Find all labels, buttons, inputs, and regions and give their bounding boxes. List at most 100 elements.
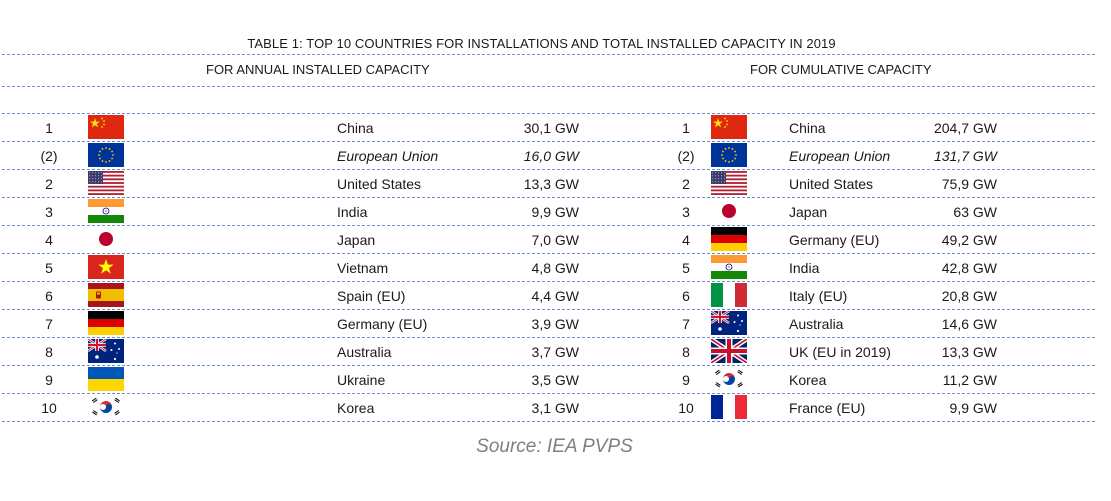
annual-rank: 7 — [45, 316, 53, 332]
table-row: 10 Korea 3,1 GW 10 France (EU) 9,9 GW — [0, 394, 1111, 422]
annual-rank: 4 — [45, 232, 53, 248]
annual-country: Ukraine — [337, 372, 386, 388]
italy-flag-icon — [711, 283, 747, 307]
table-row: 2 United States 13,3 GW 2 United States 75,9 … — [0, 170, 1111, 198]
cumulative-value: 42,8 GW — [941, 260, 997, 276]
usa-flag-icon — [711, 171, 747, 195]
divider — [2, 86, 1095, 87]
cumulative-rank: (2) — [677, 148, 695, 164]
cumulative-country: India — [789, 260, 820, 276]
eu-flag-icon — [88, 143, 124, 167]
table-row: 6 Spain (EU) 4,4 GW 6 Italy (EU) 20,8 GW — [0, 282, 1111, 310]
divider — [2, 197, 1095, 198]
annual-country: Australia — [337, 344, 392, 360]
cumulative-rank: 2 — [682, 176, 690, 192]
annual-value: 3,5 GW — [531, 372, 579, 388]
table-row: 7 Germany (EU) 3,9 GW 7 Australia 14,6 GW — [0, 310, 1111, 338]
table-row: 3 India 9,9 GW 3 Japan 63 GW — [0, 198, 1111, 226]
annual-rank: 5 — [45, 260, 53, 276]
cumulative-rank: 4 — [682, 232, 690, 248]
annual-country: European Union — [337, 148, 439, 164]
korea-flag-icon — [88, 395, 124, 419]
cumulative-country: United States — [789, 176, 874, 192]
table-row: (2) European Union 16,0 GW (2) European Unio… — [0, 142, 1111, 170]
annual-rank: 3 — [45, 204, 53, 220]
divider — [2, 225, 1095, 226]
korea-flag-icon — [711, 367, 747, 391]
divider — [2, 337, 1095, 338]
table-title: TABLE 1: TOP 10 COUNTRIES FOR INSTALLATI… — [247, 36, 836, 51]
annual-country: China — [337, 120, 374, 136]
annual-rank: 8 — [45, 344, 53, 360]
japan-flag-icon — [88, 227, 124, 251]
annual-country: Spain (EU) — [337, 288, 406, 304]
divider — [2, 393, 1095, 394]
annual-value: 4,8 GW — [531, 260, 579, 276]
annual-value: 13,3 GW — [523, 176, 579, 192]
cumulative-country: France (EU) — [789, 400, 866, 416]
annual-country: India — [337, 204, 368, 220]
annual-rank: 10 — [41, 400, 57, 416]
cumulative-country: Italy (EU) — [789, 288, 848, 304]
annual-country: Vietnam — [337, 260, 389, 276]
cumulative-value: 11,2 GW — [942, 372, 997, 388]
annual-rank: 1 — [45, 120, 53, 136]
cumulative-rank: 5 — [682, 260, 690, 276]
cumulative-header: FOR CUMULATIVE CAPACITY — [750, 62, 932, 77]
usa-flag-icon — [88, 171, 124, 195]
table-row: 5 Vietnam 4,8 GW 5 India 42,8 GW — [0, 254, 1111, 282]
cumulative-value: 75,9 GW — [941, 176, 997, 192]
annual-value: 9,9 GW — [531, 204, 579, 220]
annual-country: Korea — [337, 400, 375, 416]
divider — [2, 281, 1095, 282]
divider — [2, 253, 1095, 254]
divider — [2, 141, 1095, 142]
table-row: 1 China 30,1 GW 1 China 204,7 GW — [0, 114, 1111, 142]
cumulative-value: 14,6 GW — [941, 316, 997, 332]
australia-flag-icon — [88, 339, 124, 363]
annual-rank: 9 — [45, 372, 53, 388]
cumulative-country: China — [789, 120, 826, 136]
cumulative-rank: 6 — [682, 288, 690, 304]
india-flag-icon — [88, 199, 124, 223]
cumulative-value: 20,8 GW — [941, 288, 997, 304]
cumulative-rank: 7 — [682, 316, 690, 332]
eu-flag-icon — [711, 143, 747, 167]
cumulative-value: 204,7 GW — [933, 120, 997, 136]
annual-rank: 2 — [45, 176, 53, 192]
japan-flag-icon — [711, 199, 747, 223]
annual-header: FOR ANNUAL INSTALLED CAPACITY — [206, 62, 430, 77]
source-caption: Source: IEA PVPS — [476, 436, 633, 457]
annual-country: United States — [337, 176, 422, 192]
cumulative-country: Australia — [789, 316, 844, 332]
cumulative-country: Korea — [789, 372, 827, 388]
germany-flag-icon — [88, 311, 124, 335]
uk-flag-icon — [711, 339, 747, 363]
cumulative-value: 13,3 GW — [941, 344, 997, 360]
cumulative-country: Japan — [789, 204, 828, 220]
table-row: 4 Japan 7,0 GW 4 Germany (EU) 49,2 GW — [0, 226, 1111, 254]
india-flag-icon — [711, 255, 747, 279]
australia-flag-icon — [711, 311, 747, 335]
annual-rank: (2) — [40, 148, 58, 164]
annual-country: Germany (EU) — [337, 316, 428, 332]
divider — [2, 309, 1095, 310]
germany-flag-icon — [711, 227, 747, 251]
cumulative-rank: 9 — [682, 372, 690, 388]
table-row: 8 Australia 3,7 GW 8 UK (EU in 2019) 13,3 GW — [0, 338, 1111, 366]
cumulative-country: European Union — [789, 148, 891, 164]
cumulative-value: 9,9 GW — [949, 400, 997, 416]
divider — [2, 113, 1095, 114]
annual-value: 3,9 GW — [531, 316, 579, 332]
cumulative-rank: 1 — [682, 120, 690, 136]
annual-value: 4,4 GW — [531, 288, 579, 304]
annual-country: Japan — [337, 232, 376, 248]
france-flag-icon — [711, 395, 747, 419]
cumulative-country: UK (EU in 2019) — [789, 344, 891, 360]
cumulative-value: 49,2 GW — [941, 232, 997, 248]
annual-rank: 6 — [45, 288, 53, 304]
cumulative-country: Germany (EU) — [789, 232, 880, 248]
annual-value: 3,7 GW — [531, 344, 579, 360]
divider — [2, 54, 1095, 55]
cumulative-rank: 3 — [682, 204, 690, 220]
